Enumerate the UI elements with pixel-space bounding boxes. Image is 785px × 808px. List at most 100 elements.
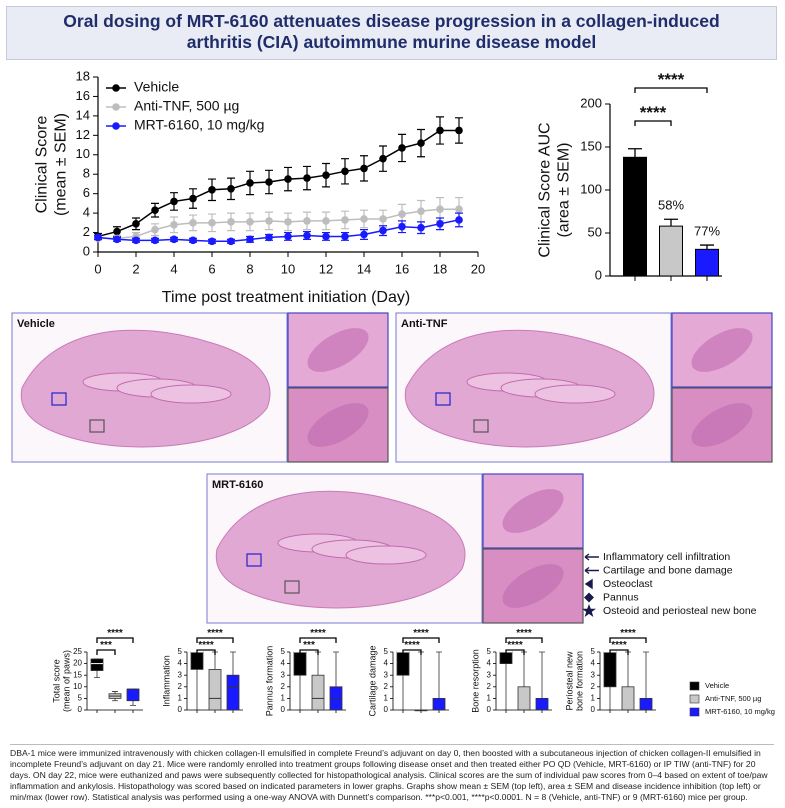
y-tick-label: 18 xyxy=(76,68,90,83)
data-point xyxy=(113,235,121,244)
y-axis-label: (mean ± SEM) xyxy=(53,113,70,216)
y-tick-label: 2 xyxy=(487,682,492,691)
y-axis-label: Inflammation xyxy=(161,655,171,707)
data-point xyxy=(170,235,178,244)
legend-label: Inflammatory cell infiltration xyxy=(603,551,730,563)
y-tick-label: 0 xyxy=(83,243,90,258)
data-point xyxy=(265,233,273,242)
significance-bracket xyxy=(634,120,672,126)
data-point xyxy=(341,167,349,176)
data-point xyxy=(151,236,159,245)
y-tick-label: 1 xyxy=(487,694,492,703)
significance-label: **** xyxy=(658,70,685,89)
legend-symbol xyxy=(584,578,593,590)
y-tick-label: 2 xyxy=(384,682,389,691)
significance-bracket xyxy=(96,649,116,655)
data-point xyxy=(455,205,463,214)
data-point xyxy=(132,220,140,228)
y-tick-label: 5 xyxy=(591,647,596,656)
significance-label: **** xyxy=(507,640,523,651)
data-point xyxy=(246,235,254,244)
zoom-tissue xyxy=(502,564,564,608)
data-point xyxy=(170,220,178,229)
y-tick-label: 3 xyxy=(591,670,596,679)
significance-label: **** xyxy=(404,640,420,651)
data-point xyxy=(322,217,330,225)
y-tick-label: 5 xyxy=(78,694,83,703)
zoom-tissue xyxy=(307,328,369,372)
significance-bracket xyxy=(402,637,440,643)
significance-label: *** xyxy=(100,640,112,651)
y-axis-label: Bone resorption xyxy=(470,649,480,713)
significance-label: **** xyxy=(516,628,532,639)
y-tick-label: 50 xyxy=(588,224,602,239)
x-tick-label: 18 xyxy=(433,261,447,276)
roi-box xyxy=(246,553,262,567)
y-tick-label: 2 xyxy=(591,682,596,691)
x-tick-label: 4 xyxy=(170,261,177,276)
y-tick-label: 0 xyxy=(384,705,389,714)
legend-label: Osteoid and periosteal new bone xyxy=(603,605,757,617)
legend-swatch xyxy=(689,681,700,691)
bone xyxy=(534,384,616,404)
data-point xyxy=(246,218,254,226)
significance-bracket xyxy=(505,649,525,655)
y-tick-label: 0 xyxy=(591,705,596,714)
data-point xyxy=(189,219,197,227)
box xyxy=(311,674,325,711)
data-point xyxy=(208,219,216,227)
data-point xyxy=(151,206,159,214)
y-axis-label: Total score xyxy=(51,659,61,703)
y-tick-label: 15 xyxy=(73,670,82,679)
data-point xyxy=(360,230,368,239)
data-point xyxy=(379,215,387,223)
x-tick-label: 0 xyxy=(94,261,101,276)
y-tick-label: 0 xyxy=(178,705,183,714)
y-tick-label: 16 xyxy=(76,88,90,103)
legend-label: MRT-6160, 10 mg/kg xyxy=(705,707,775,716)
box xyxy=(226,674,240,711)
significance-label: **** xyxy=(310,628,326,639)
y-tick-label: 10 xyxy=(73,682,82,691)
significance-label: **** xyxy=(207,628,223,639)
legend-symbol xyxy=(584,566,599,575)
histology-panel: Vehicle xyxy=(11,312,389,463)
bar xyxy=(623,156,647,277)
y-tick-label: 25 xyxy=(73,647,82,656)
y-axis-label: (area ± SEM) xyxy=(556,142,573,237)
data-point xyxy=(227,237,235,246)
data-point xyxy=(398,222,406,231)
data-point xyxy=(189,236,197,245)
y-tick-label: 0 xyxy=(487,705,492,714)
data-point xyxy=(417,223,425,232)
x-tick-label: 6 xyxy=(208,261,215,276)
data-point xyxy=(322,171,330,179)
error-bar xyxy=(628,148,642,158)
legend-label: Pannus xyxy=(603,591,639,603)
significance-bracket xyxy=(402,649,422,655)
legend-label: Vehicle xyxy=(134,79,179,95)
y-tick-label: 3 xyxy=(281,670,286,679)
y-tick-label: 0 xyxy=(595,267,602,282)
y-tick-label: 2 xyxy=(83,224,90,239)
zoom-tissue xyxy=(502,489,564,533)
y-tick-label: 4 xyxy=(178,659,183,668)
significance-label: **** xyxy=(640,103,667,122)
significance-bracket xyxy=(96,637,134,643)
y-tick-label: 8 xyxy=(83,166,90,181)
x-tick-label: 14 xyxy=(357,261,371,276)
y-axis-label: bone formation xyxy=(574,651,584,711)
significance-label: **** xyxy=(107,628,123,639)
box xyxy=(621,686,635,711)
data-point xyxy=(455,216,463,224)
data-point xyxy=(303,217,311,225)
box xyxy=(90,658,104,671)
y-tick-label: 5 xyxy=(384,647,389,656)
data-point xyxy=(341,232,349,241)
legend-marker xyxy=(112,103,120,111)
legend-marker xyxy=(112,84,120,92)
data-point xyxy=(284,232,292,241)
data-point xyxy=(417,139,425,147)
data-point xyxy=(455,126,463,135)
